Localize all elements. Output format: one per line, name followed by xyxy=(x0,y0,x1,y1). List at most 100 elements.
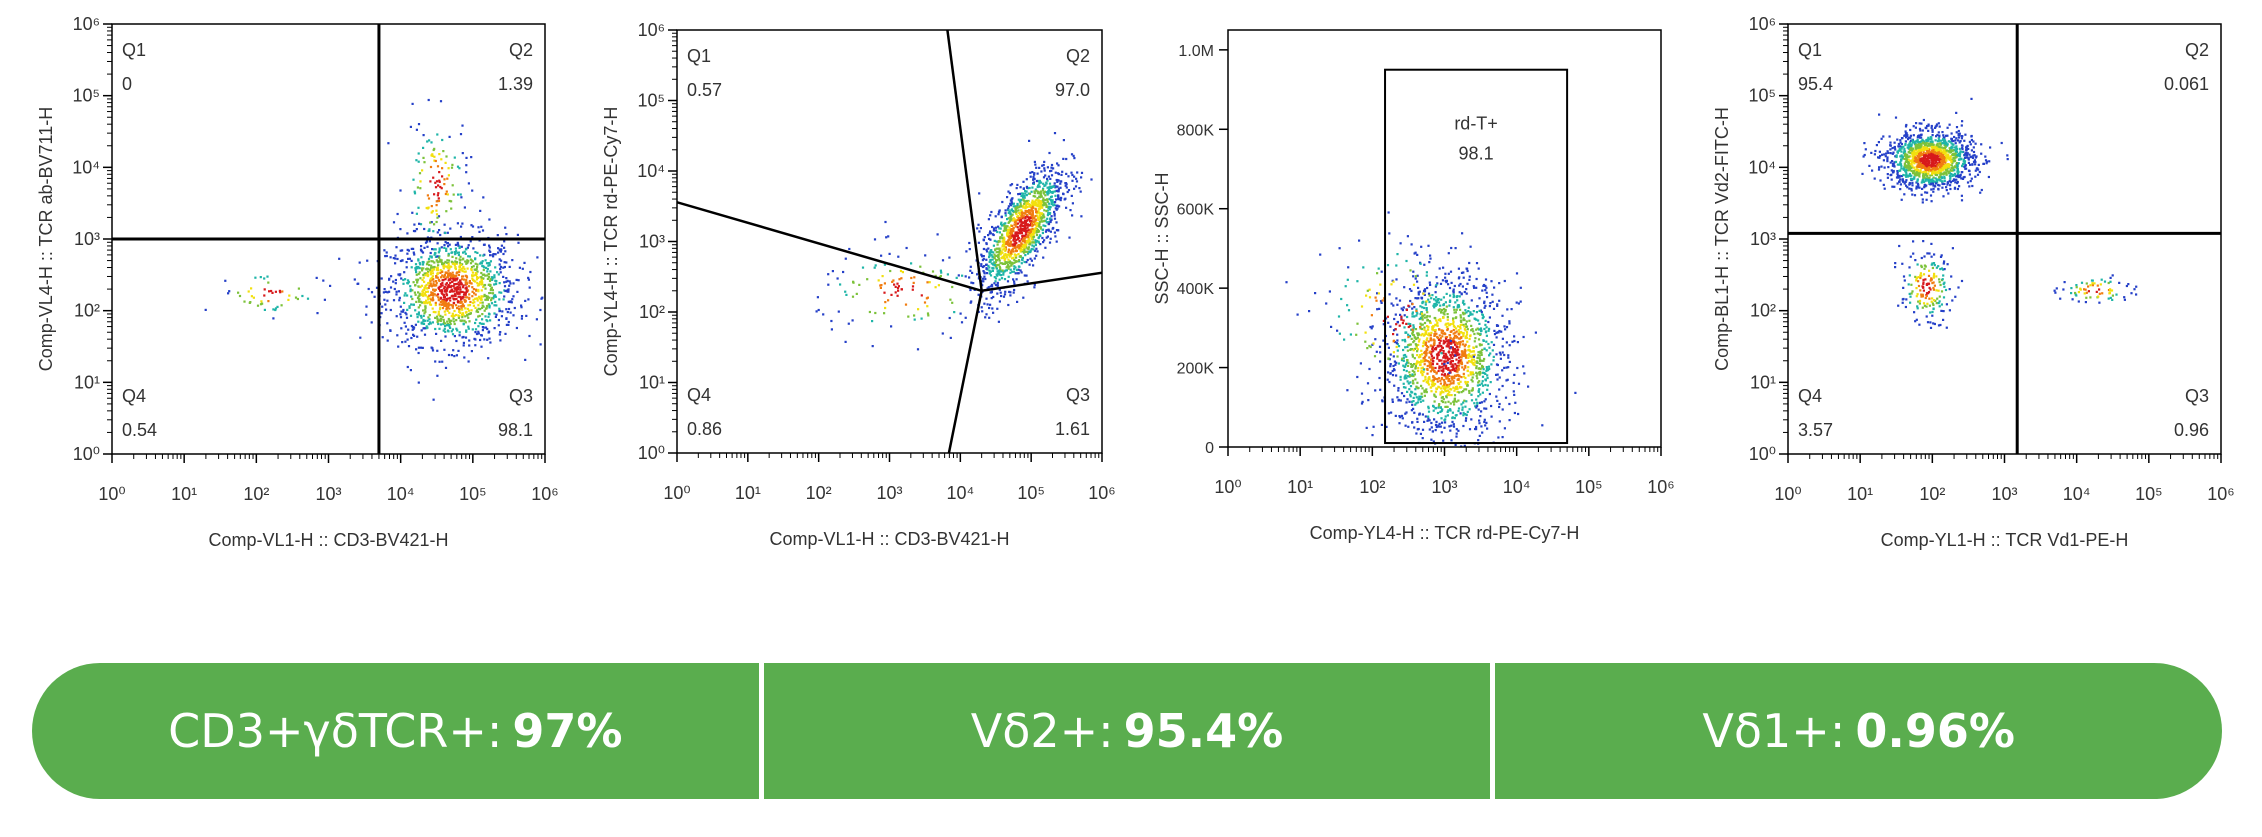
data-point xyxy=(1419,305,1422,308)
data-point xyxy=(884,301,887,304)
data-point xyxy=(1346,278,1349,281)
data-point xyxy=(452,294,455,297)
x-tick-label: 10⁰ xyxy=(1214,477,1241,497)
data-point xyxy=(451,328,454,331)
data-point xyxy=(1440,390,1444,393)
data-point xyxy=(1449,369,1452,372)
data-point xyxy=(1029,240,1032,243)
data-point xyxy=(1017,231,1020,234)
data-point xyxy=(461,278,464,281)
data-point xyxy=(1056,204,1059,207)
data-point xyxy=(416,186,419,189)
data-point xyxy=(1024,250,1027,253)
data-point xyxy=(486,338,489,341)
data-point xyxy=(1475,375,1478,378)
data-point xyxy=(1483,347,1486,350)
data-point xyxy=(1395,297,1398,300)
data-point xyxy=(496,234,499,237)
data-point xyxy=(515,278,518,281)
data-point xyxy=(437,215,441,218)
data-point xyxy=(1426,337,1429,340)
data-point xyxy=(457,349,460,352)
data-point xyxy=(1406,345,1409,348)
data-point xyxy=(421,269,424,272)
data-point xyxy=(1444,357,1447,360)
data-point xyxy=(1397,387,1400,390)
data-point xyxy=(504,226,507,229)
data-point xyxy=(1397,399,1400,402)
data-point xyxy=(503,285,507,288)
data-point xyxy=(1414,366,1417,369)
data-point xyxy=(1424,343,1428,346)
data-point xyxy=(1432,325,1435,328)
data-point xyxy=(1433,334,1436,337)
data-point xyxy=(1440,308,1443,311)
data-point xyxy=(1012,229,1015,233)
data-point xyxy=(468,304,472,307)
data-point xyxy=(831,270,834,273)
data-point xyxy=(464,260,467,263)
data-point xyxy=(1463,345,1466,348)
data-point xyxy=(1036,197,1039,200)
data-point xyxy=(1003,224,1006,227)
data-point xyxy=(463,319,466,322)
data-point xyxy=(998,211,1001,214)
data-point xyxy=(1484,379,1487,382)
data-point xyxy=(1033,160,1036,163)
plot-4: 10⁰ 10¹ 10² 10³ 10⁴ 10⁵ 10⁶10⁰10¹10²10³10⁴10⁵1… xyxy=(1712,14,2235,550)
data-point xyxy=(1474,337,1477,340)
data-point xyxy=(424,301,427,304)
data-point xyxy=(1454,301,1457,304)
data-point xyxy=(487,303,490,306)
data-point xyxy=(976,273,979,276)
data-point xyxy=(502,275,505,278)
data-point xyxy=(1449,339,1452,342)
data-point xyxy=(1432,467,1434,469)
data-point xyxy=(1031,223,1034,226)
data-point xyxy=(1432,343,1435,346)
data-point xyxy=(1462,299,1465,302)
data-point xyxy=(1459,449,1461,451)
data-point xyxy=(482,196,485,199)
data-point xyxy=(493,294,496,297)
data-point xyxy=(475,297,478,300)
data-point xyxy=(985,263,988,266)
data-point xyxy=(1425,359,1428,362)
data-point xyxy=(484,287,487,290)
data-point xyxy=(999,237,1002,240)
data-point xyxy=(871,345,874,348)
data-point xyxy=(1475,365,1478,368)
data-point xyxy=(1416,420,1419,423)
data-point xyxy=(449,290,452,293)
data-point xyxy=(1452,293,1455,296)
data-point xyxy=(1015,212,1018,216)
data-point xyxy=(1051,199,1054,202)
data-point xyxy=(489,250,492,253)
data-point xyxy=(443,178,446,181)
data-point xyxy=(1426,368,1429,371)
data-point xyxy=(471,290,474,293)
data-point xyxy=(488,306,491,309)
data-point xyxy=(1009,262,1012,265)
data-point xyxy=(1498,388,1501,391)
data-point xyxy=(1406,380,1409,383)
data-point xyxy=(1372,425,1375,428)
data-point xyxy=(1038,225,1041,228)
data-point xyxy=(453,320,456,323)
data-point xyxy=(475,310,478,313)
data-point xyxy=(428,301,431,304)
data-point xyxy=(1330,325,1333,328)
data-point xyxy=(447,174,450,177)
data-point xyxy=(1522,335,1525,339)
data-point xyxy=(989,285,992,288)
data-point xyxy=(1448,350,1451,353)
data-point xyxy=(1013,253,1016,256)
data-point xyxy=(1014,208,1018,211)
data-point xyxy=(1466,269,1469,273)
data-point xyxy=(1416,417,1419,420)
data-point xyxy=(1460,359,1463,362)
data-point xyxy=(1425,349,1428,352)
data-point xyxy=(407,280,410,283)
data-point xyxy=(1042,187,1045,190)
data-point xyxy=(460,196,463,199)
